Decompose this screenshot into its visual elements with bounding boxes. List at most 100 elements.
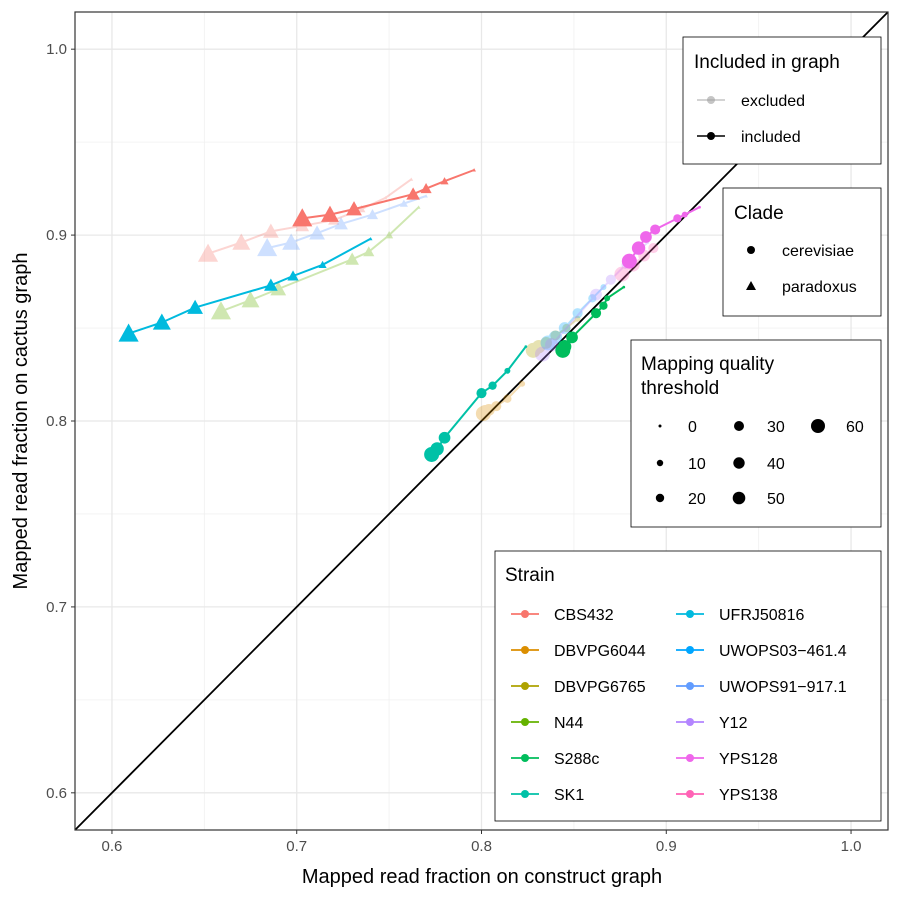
data-point-triangle [409,177,414,181]
legend-triangle-icon [746,281,756,290]
legend-strain-label: YPS138 [719,787,778,804]
y-tick-label: 0.8 [46,413,67,430]
data-marks [118,168,701,462]
data-point-triangle [363,246,375,257]
y-tick-label: 0.9 [46,227,67,244]
data-point-circle [622,285,626,289]
data-point-circle [478,405,492,419]
series-sk1 [424,345,528,462]
legend-mapq-50-dot [732,491,746,505]
legend-strain-label: DBVPG6044 [554,643,646,660]
legend-included-box [682,36,882,165]
series-line [266,195,427,250]
data-point-triangle [262,223,279,238]
legend-strain-dot [521,682,529,690]
x-tick-label: 0.9 [656,838,677,855]
series-dbvpg6765 [525,315,581,358]
data-point-triangle [366,209,379,220]
legend-strain-dot [521,754,529,762]
data-point-triangle [399,199,408,207]
legend-clade-paradoxus: paradoxus [782,279,857,296]
data-point-circle [574,315,581,322]
series-uwops03−461.4 [540,284,607,351]
legend-strain-label: UWOPS91−917.1 [719,679,847,696]
data-point-circle [525,342,541,358]
y-tick-label: 0.6 [46,785,67,802]
data-point-circle [519,380,526,387]
legend-mapq-30: 30 [767,419,785,436]
data-point-triangle [383,196,388,200]
series-line [207,178,412,255]
data-point-circle [504,367,511,374]
legend-strain-label: S288c [554,751,599,768]
legend-strain-dot [686,646,694,654]
data-point-triangle [152,313,171,330]
data-point-triangle [416,205,421,209]
data-point-circle [562,323,571,333]
legend-mapq-0-dot [658,424,662,428]
data-point-triangle [232,233,251,250]
legend-strain-dot [686,682,694,690]
x-tick-label: 1.0 [841,838,862,855]
legend-strain-dot [686,754,694,762]
data-point-circle [548,330,563,345]
legend-strain-items: CBS432 DBVPG6044 DBVPG6765 N44 S288c SK1 UFRJ5… [511,607,847,804]
legend-strain-label: YPS128 [719,751,778,768]
data-point-circle [648,243,659,254]
data-point-triangle [420,183,432,194]
legend-mapq-20-dot [655,493,665,503]
data-point-circle [555,342,571,358]
data-point-circle [600,284,607,291]
data-point-triangle [287,270,299,281]
data-point-triangle [257,238,278,257]
data-point-circle [698,205,701,209]
data-point-triangle [346,201,362,216]
series-n44 [210,205,421,320]
series-line [532,318,579,352]
data-point-circle [590,308,602,319]
legend-mapq-50: 50 [767,491,785,508]
legend-strain-label: UWOPS03−461.4 [719,643,847,660]
data-point-circle [681,211,688,218]
legend-strain-dot [686,610,694,618]
legend-included: Included in graph excluded included [682,36,882,165]
x-tick-label: 0.7 [286,838,307,855]
series-cbs432 [292,168,476,227]
data-point-circle [503,394,512,403]
data-point-triangle [318,260,327,269]
data-point-triangle [292,208,313,227]
data-point-triangle [345,252,359,265]
data-point-circle [588,294,597,303]
y-tick-label: 1.0 [46,41,67,58]
data-point-circle [545,338,559,352]
series-line [482,383,523,415]
data-point-circle [599,301,608,310]
data-point-circle [524,345,528,349]
legend-strain-label: SK1 [554,787,584,804]
data-point-triangle [264,278,278,291]
legend-mapq-40: 40 [767,456,785,473]
legend-mapq: Mapping quality threshold 0 10 20 30 40 … [630,339,882,528]
data-point-triangle [406,187,420,200]
data-point-circle [438,431,451,444]
legend-excluded-label: excluded [741,93,805,110]
legend-strain-dot [521,610,529,618]
data-point-circle [631,241,646,255]
data-point-triangle [210,301,232,320]
data-point-triangle [472,168,476,172]
data-point-circle [614,266,630,282]
data-point-triangle [357,205,366,213]
legend-excluded-dot [707,96,715,104]
data-point-triangle [440,177,449,185]
series-line [547,286,605,344]
legend-strain-label: N44 [554,715,583,732]
series-ufrj50816 [118,236,373,342]
legend-included-label: included [741,129,801,146]
legend-strain-label: UFRJ50816 [719,607,804,624]
series-dbvpg6044 [475,380,526,422]
data-point-triangle [270,281,287,296]
data-point-circle [673,214,682,223]
legend-strain-title: Strain [505,565,555,586]
legend-strain-dot [521,646,529,654]
